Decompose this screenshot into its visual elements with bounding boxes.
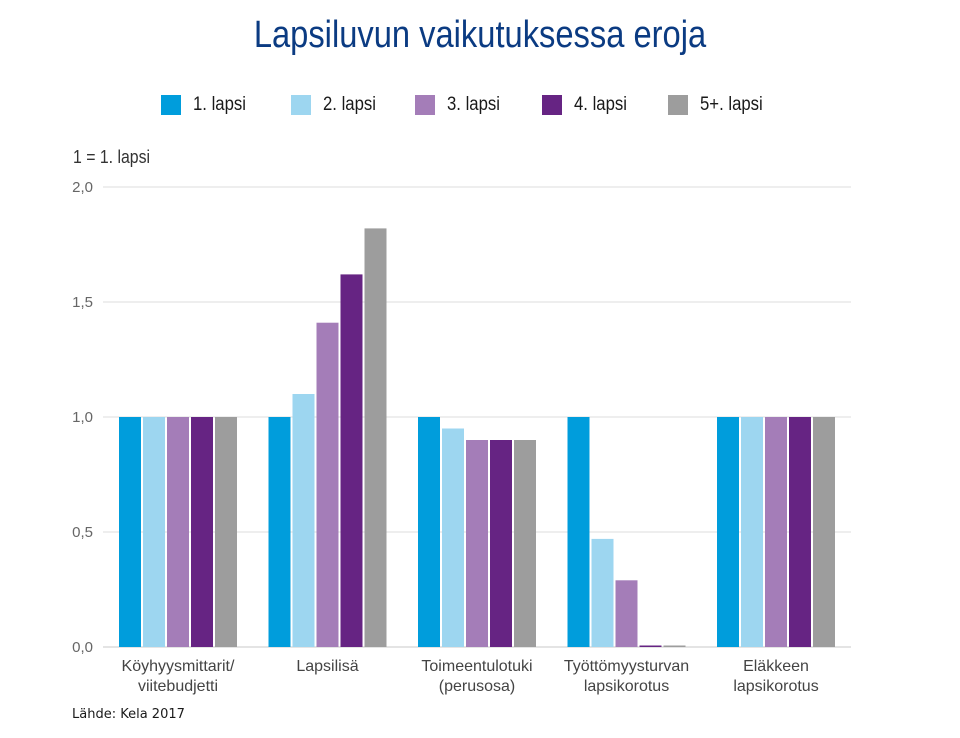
bar — [119, 417, 141, 647]
legend-swatch — [161, 95, 181, 115]
x-category-label: viitebudjetti — [138, 678, 218, 695]
legend-label: 3. lapsi — [447, 94, 500, 115]
legend-item: 3. lapsi — [415, 94, 507, 116]
y-tick-label: 1,5 — [72, 294, 93, 311]
chart-title: Lapsiluvun vaikutuksessa eroja — [253, 14, 707, 56]
legend-item: 2. lapsi — [291, 94, 383, 116]
bar — [268, 417, 291, 647]
bar — [316, 322, 339, 647]
y-tick-label: 0,5 — [72, 524, 93, 541]
y-tick-label: 0,0 — [72, 639, 93, 656]
legend-swatch — [415, 95, 435, 115]
source-note: Lähde: Kela 2017 — [72, 707, 185, 722]
y-axis-unit-label: 1 = 1. lapsi — [73, 147, 151, 167]
x-category-label: lapsikorotus — [584, 678, 669, 695]
bar — [615, 580, 638, 647]
x-category-label: Työttömyysturvan — [564, 658, 689, 675]
x-category-label: Köyhyysmittarit/ — [122, 658, 235, 675]
bar — [717, 417, 739, 647]
bar — [292, 394, 315, 647]
bar — [418, 417, 440, 647]
bar — [167, 417, 189, 647]
legend-item: 4. lapsi — [542, 94, 634, 116]
bar — [639, 645, 662, 647]
bar — [340, 274, 363, 647]
bar — [364, 228, 387, 647]
x-category-label: lapsikorotus — [733, 678, 818, 695]
legend-label: 1. lapsi — [193, 94, 246, 115]
bar — [490, 440, 512, 647]
bar — [191, 417, 213, 647]
legend-label: 4. lapsi — [574, 94, 627, 115]
legend-swatch — [542, 95, 562, 115]
bar — [813, 417, 835, 647]
bar — [514, 440, 536, 647]
legend-swatch — [668, 95, 688, 115]
legend-label: 2. lapsi — [323, 94, 376, 115]
bar — [591, 538, 614, 647]
bar — [765, 417, 787, 647]
bar — [442, 428, 464, 647]
y-tick-label: 1,0 — [72, 409, 93, 426]
bar — [567, 417, 590, 647]
legend-swatch — [291, 95, 311, 115]
bar — [663, 645, 686, 647]
legend-label: 5+. lapsi — [700, 94, 763, 115]
bar — [741, 417, 763, 647]
y-tick-label: 2,0 — [72, 179, 93, 196]
bar — [143, 417, 165, 647]
legend-item: 1. lapsi — [161, 94, 253, 116]
x-category-label: Lapsilisä — [296, 658, 358, 675]
legend: 1. lapsi 2. lapsi 3. lapsi 4. lapsi 5+. laps… — [0, 94, 960, 120]
bar — [789, 417, 811, 647]
bar — [466, 440, 488, 647]
x-category-label: (perusosa) — [439, 678, 515, 695]
x-category-label: Eläkkeen — [743, 658, 809, 675]
legend-item: 5+. lapsi — [668, 94, 771, 116]
bar — [215, 417, 237, 647]
x-category-label: Toimeentulotuki — [421, 658, 532, 675]
